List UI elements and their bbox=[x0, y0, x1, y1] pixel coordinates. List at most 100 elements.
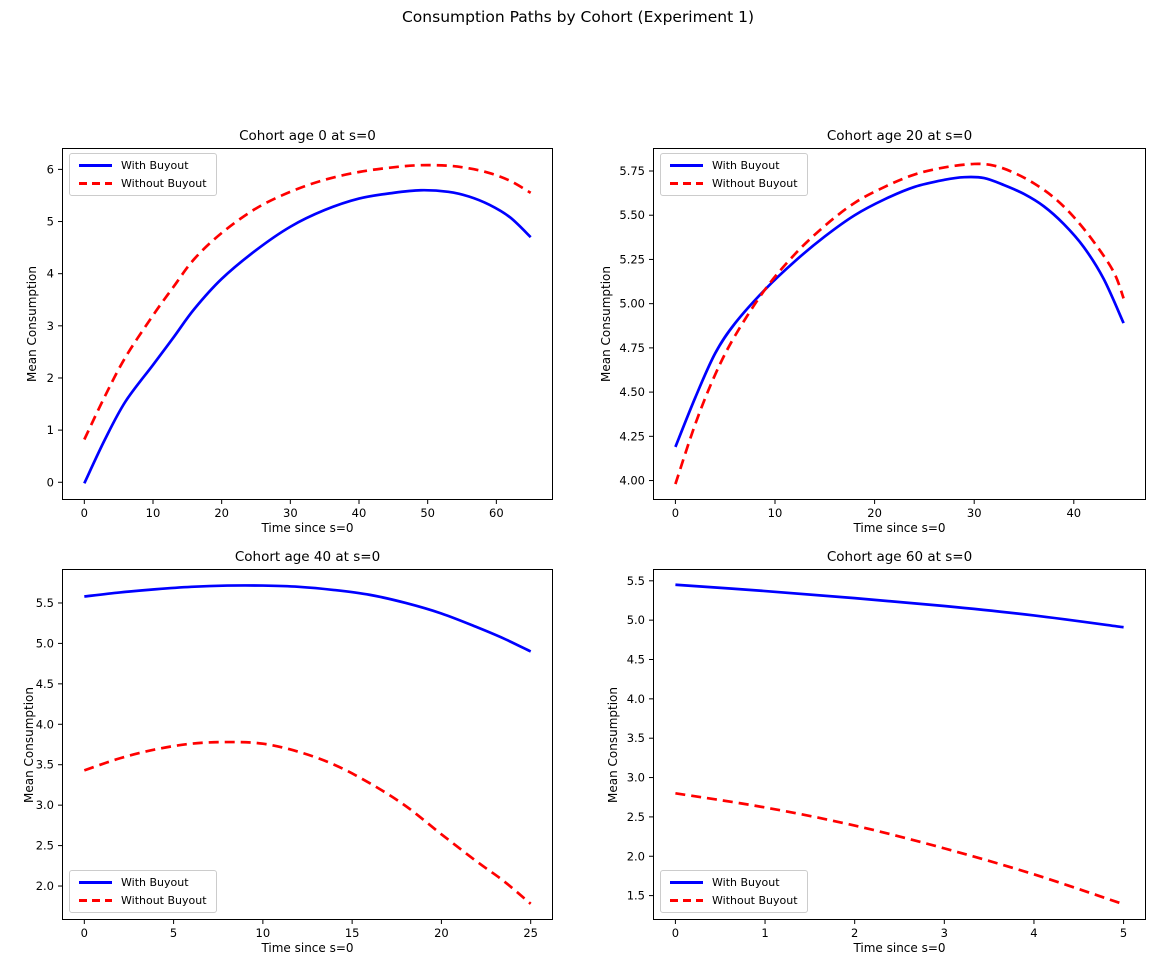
figure-suptitle: Consumption Paths by Cohort (Experiment … bbox=[401, 8, 754, 26]
legend-entry-without-buyout: Without Buyout bbox=[79, 177, 207, 190]
y-tick-label: 2.5 bbox=[36, 839, 54, 853]
legend-entry-without-buyout: Without Buyout bbox=[670, 177, 798, 190]
legend-line-with-buyout-icon bbox=[670, 881, 703, 884]
series-line-with-buyout bbox=[84, 584, 532, 653]
x-tick-label: 0 bbox=[81, 506, 88, 520]
x-tick-label: 10 bbox=[768, 506, 783, 520]
legend-entry-without-buyout: Without Buyout bbox=[670, 894, 798, 907]
x-tick-label: 60 bbox=[489, 506, 504, 520]
legend: With Buyout Without Buyout bbox=[660, 870, 808, 913]
axes-frame bbox=[653, 148, 1146, 500]
axes-frame bbox=[62, 569, 553, 920]
plot-canvas-cohort-40: 0 5 10 15 20 25 2.0 2.5 3.0 3.5 4.0 4.5 5.0 5.5 bbox=[36, 569, 553, 940]
x-tick-label: 5 bbox=[170, 926, 177, 940]
y-tick-label: 4.5 bbox=[627, 653, 645, 667]
y-tick-label: 3.0 bbox=[627, 771, 645, 785]
legend-entry-with-buyout: With Buyout bbox=[670, 159, 798, 172]
x-axis-label: Time since s=0 bbox=[853, 521, 946, 535]
y-tick-label: 3.5 bbox=[627, 731, 645, 745]
x-tick-label: 2 bbox=[851, 926, 858, 940]
subplot-cohort-age-60: Cohort age 60 at s=0 0 1 2 3 4 5 1.5 2.0 2.5 3.0 3… bbox=[606, 549, 1146, 955]
x-tick-label: 3 bbox=[941, 926, 948, 940]
x-tick-label: 0 bbox=[672, 506, 679, 520]
x-axis-label: Time since s=0 bbox=[261, 521, 354, 535]
subplot-cohort-age-40: Cohort age 40 at s=0 0 5 10 15 20 25 2.0 2.5 3.0… bbox=[22, 549, 553, 955]
y-tick-label: 2 bbox=[47, 371, 54, 385]
series-line-with-buyout bbox=[675, 583, 1124, 629]
legend: With Buyout Without Buyout bbox=[660, 153, 808, 196]
y-tick-label: 5.25 bbox=[619, 252, 645, 266]
y-tick-label: 5.50 bbox=[619, 208, 645, 222]
plot-title: Cohort age 0 at s=0 bbox=[239, 128, 376, 144]
legend-line-without-buyout-icon bbox=[670, 899, 703, 902]
legend-line-with-buyout-icon bbox=[670, 164, 703, 167]
y-tick-label: 5.75 bbox=[619, 164, 645, 178]
x-axis-label: Time since s=0 bbox=[261, 941, 354, 955]
x-tick-label: 40 bbox=[1066, 506, 1081, 520]
y-tick-label: 6 bbox=[47, 162, 54, 176]
y-tick-label: 3.5 bbox=[36, 758, 54, 772]
x-axis-label: Time since s=0 bbox=[853, 941, 946, 955]
x-tick-label: 30 bbox=[967, 506, 982, 520]
legend-label: Without Buyout bbox=[121, 894, 207, 907]
axes-frame bbox=[653, 569, 1146, 920]
y-tick-label: 0 bbox=[47, 475, 54, 489]
y-tick-label: 4.25 bbox=[619, 429, 645, 443]
y-tick-label: 4.75 bbox=[619, 341, 645, 355]
y-tick-label: 3 bbox=[47, 319, 54, 333]
y-tick-label: 5.5 bbox=[36, 596, 54, 610]
y-tick-label: 4 bbox=[47, 267, 54, 281]
subplot-cohort-age-20: Cohort age 20 at s=0 0 10 20 30 40 4.00 4.25 4.… bbox=[599, 128, 1146, 535]
subplot-cohort-age-0: Cohort age 0 at s=0 0 10 20 30 40 50 60 0 1 2 3 4 5 6… bbox=[25, 128, 553, 535]
y-axis-label: Mean Consumption bbox=[599, 266, 613, 382]
series-line-with-buyout bbox=[674, 175, 1125, 448]
y-tick-label: 1 bbox=[47, 423, 54, 437]
y-axis-label: Mean Consumption bbox=[25, 266, 39, 382]
y-tick-label: 4.5 bbox=[36, 677, 54, 691]
x-tick-label: 50 bbox=[420, 506, 435, 520]
legend-line-without-buyout-icon bbox=[79, 899, 112, 902]
series-line-without-buyout bbox=[675, 791, 1125, 906]
y-tick-label: 2.5 bbox=[627, 810, 645, 824]
legend-label: Without Buyout bbox=[121, 177, 207, 190]
y-tick-label: 4.0 bbox=[36, 717, 54, 731]
legend-label: With Buyout bbox=[712, 159, 780, 172]
y-tick-label: 5.0 bbox=[627, 613, 645, 627]
legend-line-without-buyout-icon bbox=[79, 182, 112, 185]
x-tick-label: 5 bbox=[1120, 926, 1127, 940]
x-tick-label: 10 bbox=[256, 926, 271, 940]
plot-title: Cohort age 60 at s=0 bbox=[826, 549, 973, 565]
legend-line-with-buyout-icon bbox=[79, 164, 112, 167]
x-tick-label: 20 bbox=[434, 926, 449, 940]
plot-title: Cohort age 40 at s=0 bbox=[234, 549, 381, 565]
y-tick-label: 3.0 bbox=[36, 798, 54, 812]
axes-frame bbox=[62, 148, 553, 500]
legend-label: Without Buyout bbox=[712, 894, 798, 907]
x-tick-label: 0 bbox=[81, 926, 88, 940]
y-tick-label: 5.00 bbox=[619, 297, 645, 311]
plot-title: Cohort age 20 at s=0 bbox=[826, 128, 973, 144]
y-axis-label: Mean Consumption bbox=[606, 686, 620, 803]
legend-label: Without Buyout bbox=[712, 177, 798, 190]
series-line-with-buyout bbox=[83, 188, 532, 484]
series-line-without-buyout bbox=[83, 163, 532, 441]
legend-label: With Buyout bbox=[121, 876, 189, 889]
legend-line-without-buyout-icon bbox=[670, 182, 703, 185]
legend-line-with-buyout-icon bbox=[79, 881, 112, 884]
y-tick-label: 4.00 bbox=[619, 474, 645, 488]
x-tick-label: 4 bbox=[1030, 926, 1037, 940]
legend-entry-without-buyout: Without Buyout bbox=[79, 894, 207, 907]
x-tick-label: 30 bbox=[283, 506, 298, 520]
x-tick-label: 1 bbox=[761, 926, 768, 940]
legend: With Buyout Without Buyout bbox=[69, 870, 217, 913]
x-tick-label: 40 bbox=[352, 506, 367, 520]
y-tick-label: 1.5 bbox=[627, 889, 645, 903]
legend-entry-with-buyout: With Buyout bbox=[670, 876, 798, 889]
plot-canvas-cohort-20: 0 10 20 30 40 4.00 4.25 4.50 4.75 5.00 5.25 5.50 5.7… bbox=[619, 148, 1146, 520]
y-tick-label: 2.0 bbox=[36, 879, 54, 893]
legend: With Buyout Without Buyout bbox=[69, 153, 217, 196]
legend-entry-with-buyout: With Buyout bbox=[79, 159, 207, 172]
plot-canvas-cohort-60: 0 1 2 3 4 5 1.5 2.0 2.5 3.0 3.5 4.0 4.5 5.0 5.5 bbox=[627, 569, 1146, 940]
plot-canvas-cohort-0: 0 10 20 30 40 50 60 0 1 2 3 4 5 6 bbox=[47, 148, 553, 520]
